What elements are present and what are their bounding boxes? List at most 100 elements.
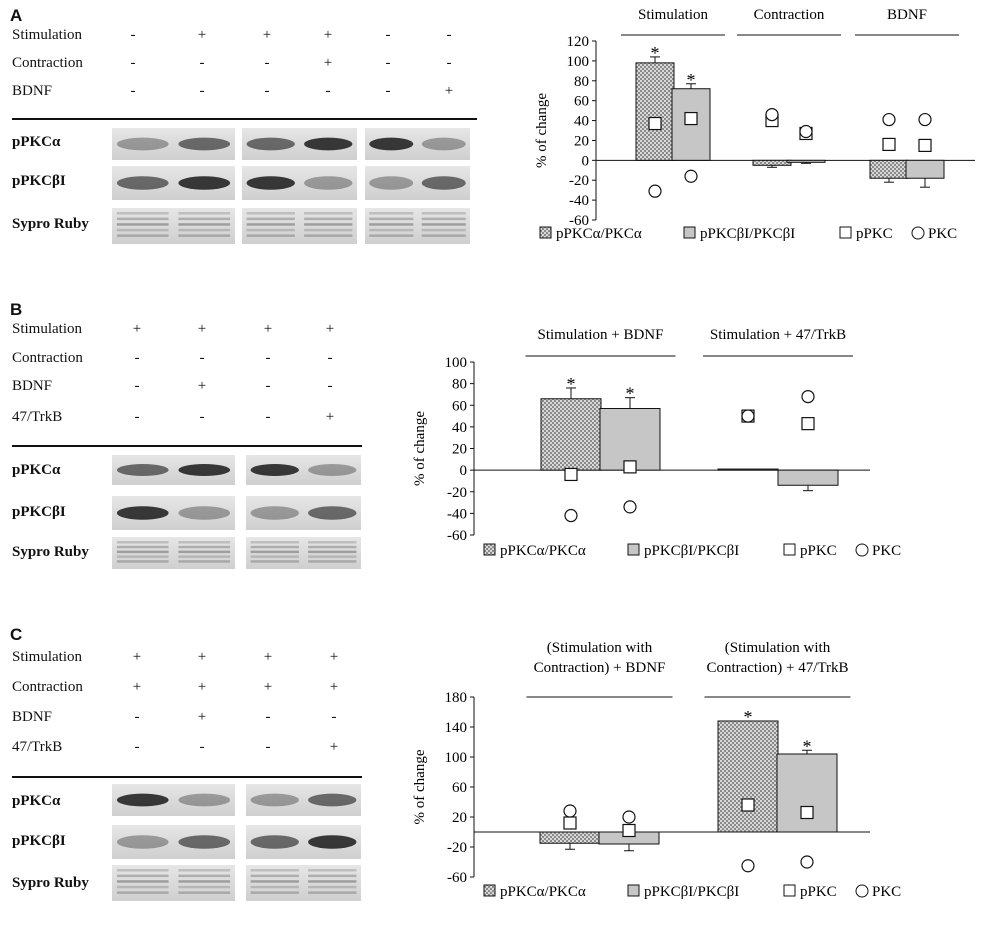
blot-band [246,234,295,237]
western-blot-strip [112,166,235,200]
condition-sign: - [134,378,140,394]
blot-band [421,176,466,190]
marker-pkc [741,409,755,423]
blot-band [250,545,299,549]
blot-background [112,865,235,901]
blot-band [308,885,357,889]
blot-band [116,891,169,894]
condition-sign: - [446,55,452,71]
blot-band [421,212,466,215]
condition-label: Stimulation [12,27,83,43]
blot-band [178,176,231,190]
blot-band [116,560,169,563]
condition-label: Contraction [12,55,83,71]
blot-band [246,223,295,226]
condition-sign: - [385,83,391,99]
marker-ppkc [801,417,815,431]
y-tick-label: 60 [452,398,467,414]
marker-ppkc [623,460,637,474]
legend-label: pPKC [800,543,837,559]
bar-ppkca [752,159,792,166]
marker-ppkc [684,111,698,126]
group-header: Contraction [754,7,825,23]
blot-band [308,550,357,554]
western-blot-strip [365,208,470,244]
blot-background [112,537,235,569]
marker-pkc [623,500,637,514]
y-tick-label: 120 [567,34,590,50]
blot-band [178,550,231,554]
legend-swatch [627,884,640,897]
group-header: Contraction) + BDNF [534,660,666,676]
blot-band [308,555,357,558]
condition-sign: + [197,378,207,394]
condition-sign: - [199,739,205,755]
blot-band [369,223,414,226]
condition-sign: + [197,27,207,43]
western-blot-strip [242,128,357,160]
significance-star: * [626,384,635,404]
blot-label: pPKCβI [12,173,66,189]
bar-ppkca [717,468,779,471]
condition-sign: + [323,27,333,43]
marker-ppkc [741,798,755,812]
condition-sign: + [197,679,207,695]
blot-band [178,869,231,872]
blot-band [116,228,169,232]
western-blot-strip [112,825,235,859]
condition-sign: - [134,709,140,725]
western-blot-strip [242,166,357,200]
condition-sign: - [265,409,271,425]
blot-label: pPKCβI [12,504,66,520]
blot-band [116,880,169,883]
blot-band [250,885,299,889]
condition-sign: + [325,321,335,337]
blot-band [250,560,299,563]
condition-sign: - [199,409,205,425]
legend-label: pPKC [800,884,837,900]
blot-band [116,885,169,889]
blot-band [250,874,299,878]
condition-sign: - [325,83,331,99]
y-axis-label: % of change [534,93,550,168]
marker-pkc [765,107,779,122]
blot-band [116,555,169,558]
blot-band [178,835,231,849]
legend-swatch [783,543,796,556]
blot-label: Sypro Ruby [12,544,89,560]
condition-sign: + [262,27,272,43]
significance-star: * [687,70,696,90]
significance-star: * [651,43,660,63]
y-tick-label: 180 [445,690,468,706]
blot-band [421,228,466,232]
condition-sign: - [134,739,140,755]
blot-band [304,217,353,221]
condition-sign: + [132,649,142,665]
marker-pkc [564,508,578,523]
condition-sign: - [385,27,391,43]
blot-band [421,217,466,221]
condition-sign: - [134,409,140,425]
legend-swatch [839,226,852,239]
condition-sign: + [132,679,142,695]
bar-ppkcbi [905,159,945,179]
blot-band [250,464,299,476]
bar-ppkcbi [786,159,826,163]
blot-band [369,217,414,221]
blot-band [116,223,169,226]
y-tick-label: -40 [447,506,467,522]
western-blot-strip [246,784,361,816]
blot-background [242,208,357,244]
legend-swatch [783,884,796,897]
y-tick-label: 40 [574,114,589,130]
blot-label: pPKCα [12,134,61,150]
blot-band [308,869,357,872]
y-tick-label: 100 [445,750,468,766]
y-tick-label: -60 [447,528,467,544]
condition-label: 47/TrkB [12,409,63,425]
marker-ppkc [648,116,662,131]
blot-band [178,217,231,221]
western-blot-strip [112,865,235,901]
group-header: Stimulation [638,7,709,23]
